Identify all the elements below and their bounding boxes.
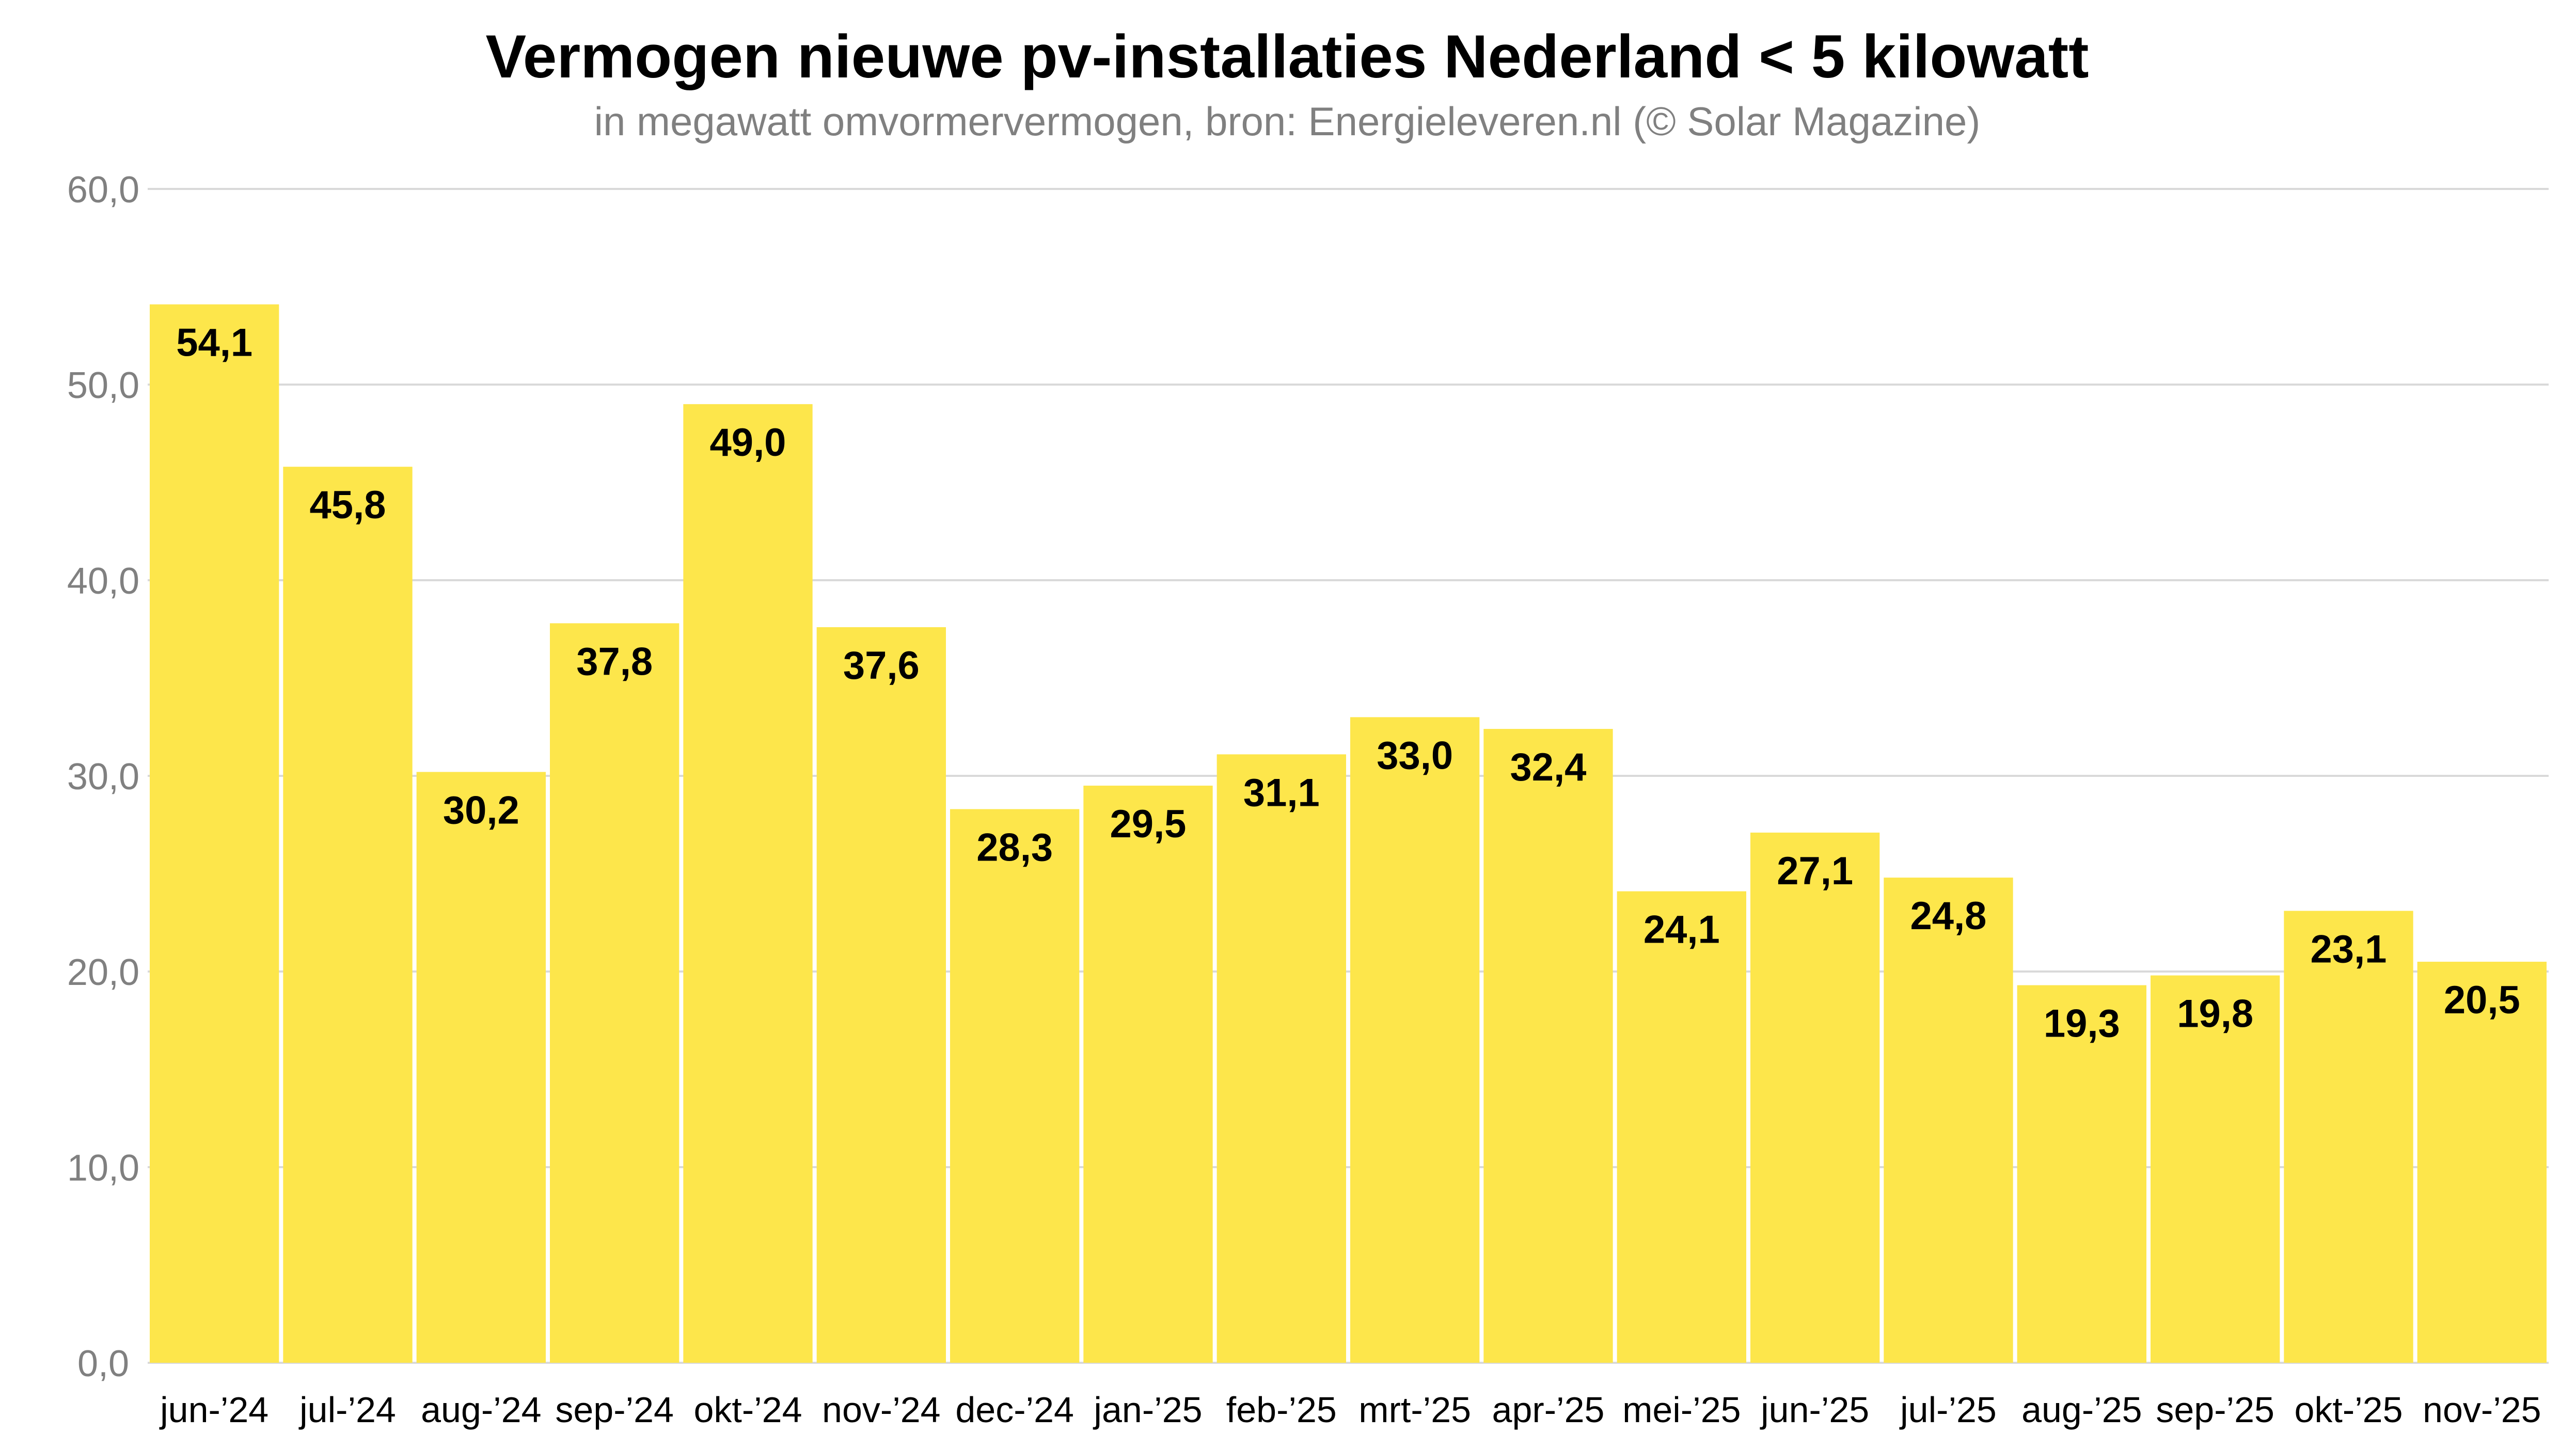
data-label: 45,8: [310, 483, 386, 527]
data-label: 54,1: [176, 321, 252, 365]
bar: [1617, 891, 1746, 1363]
data-label: 29,5: [1110, 802, 1187, 846]
data-label: 27,1: [1777, 849, 1853, 893]
x-tick-label: feb-’25: [1226, 1390, 1337, 1430]
chart-title: Vermogen nieuwe pv-installaties Nederlan…: [486, 23, 2089, 91]
x-tick-label: nov-’25: [2423, 1390, 2541, 1430]
data-label: 19,8: [2177, 992, 2253, 1036]
y-tick-label: 30,0: [67, 756, 139, 798]
x-tick-label: mrt-’25: [1358, 1390, 1471, 1430]
bar: [2151, 975, 2280, 1363]
y-tick-label: 50,0: [67, 365, 139, 406]
bar: [1483, 729, 1613, 1363]
x-tick-label: sep-’25: [2156, 1390, 2274, 1430]
bar: [150, 304, 279, 1363]
x-tick-label: mei-’25: [1622, 1390, 1741, 1430]
bar: [1083, 785, 1213, 1363]
data-label: 32,4: [1510, 745, 1587, 789]
x-tick-label: okt-’25: [2294, 1390, 2403, 1430]
x-tick-label: apr-’25: [1492, 1390, 1605, 1430]
data-label: 33,0: [1377, 734, 1453, 777]
y-tick-label: 10,0: [67, 1148, 139, 1189]
x-tick-label: jul-’24: [298, 1390, 396, 1430]
bar: [1884, 878, 2013, 1363]
data-label: 24,1: [1643, 908, 1720, 952]
bar: [1750, 832, 1880, 1363]
data-label: 24,8: [1910, 894, 1987, 938]
x-tick-label: jul-’25: [1899, 1390, 1997, 1430]
bar: [2417, 962, 2547, 1363]
data-label: 49,0: [710, 421, 786, 465]
bar: [950, 809, 1080, 1363]
data-label: 20,5: [2444, 978, 2520, 1022]
y-tick-label: 0,0: [77, 1343, 129, 1384]
data-label: 31,1: [1243, 771, 1320, 815]
x-tick-label: nov-’24: [822, 1390, 941, 1430]
data-label: 30,2: [443, 788, 519, 832]
x-tick-label: aug-’24: [421, 1390, 542, 1430]
x-tick-label: jan-’25: [1093, 1390, 1202, 1430]
bar: [550, 623, 679, 1363]
y-tick-label: 20,0: [67, 952, 139, 993]
x-tick-label: jun-’24: [159, 1390, 268, 1430]
x-tick-label: jun-’25: [1760, 1390, 1869, 1430]
bar: [2284, 911, 2413, 1363]
x-tick-label: okt-’24: [693, 1390, 802, 1430]
y-tick-label: 60,0: [67, 169, 139, 211]
data-label: 23,1: [2311, 928, 2387, 972]
x-tick-label: sep-’24: [555, 1390, 674, 1430]
x-tick-label: aug-’25: [2021, 1390, 2142, 1430]
y-tick-label: 40,0: [67, 561, 139, 602]
bar: [1216, 754, 1346, 1363]
data-label: 28,3: [976, 825, 1053, 869]
bar: [416, 772, 546, 1363]
bar: [683, 404, 813, 1363]
data-label: 19,3: [2044, 1002, 2120, 1046]
x-tick-label: dec-’24: [955, 1390, 1074, 1430]
chart-subtitle: in megawatt omvormervermogen, bron: Ener…: [594, 99, 1981, 144]
bar: [2017, 985, 2146, 1363]
bar: [816, 627, 946, 1363]
bar: [283, 467, 413, 1363]
data-label: 37,6: [843, 644, 920, 688]
data-label: 37,8: [576, 640, 653, 683]
bar: [1350, 717, 1480, 1363]
